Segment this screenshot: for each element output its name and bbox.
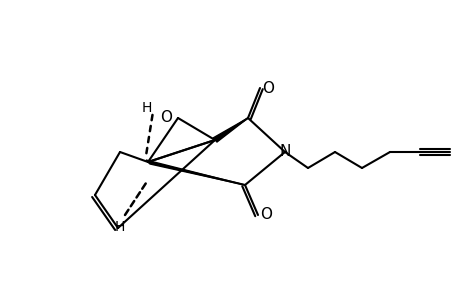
Text: N: N: [279, 145, 290, 160]
Text: O: O: [259, 208, 271, 223]
Text: H: H: [115, 220, 125, 234]
Polygon shape: [213, 118, 247, 142]
Polygon shape: [146, 160, 245, 185]
Text: O: O: [160, 110, 172, 125]
Text: O: O: [262, 80, 274, 95]
Text: H: H: [141, 101, 152, 115]
